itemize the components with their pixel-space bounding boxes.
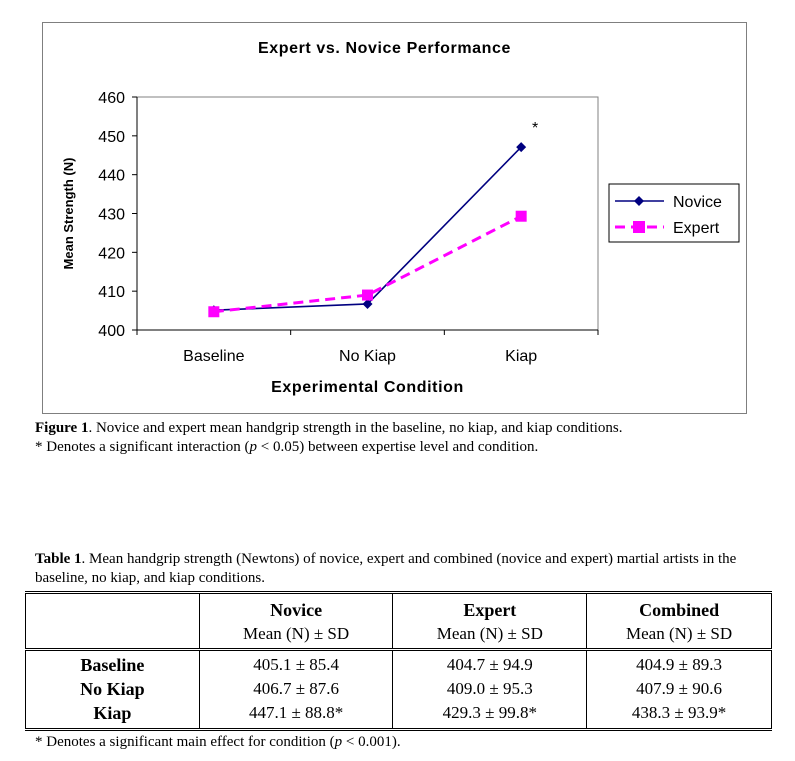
figure-caption-text: . Novice and expert mean handgrip streng… [88,420,623,436]
data-point-novice [516,142,527,153]
x-tick-label: Kiap [505,348,537,365]
table-row-label: No Kiap [25,677,200,701]
table-header-row: Novice Expert Combined [25,592,772,622]
legend-marker-novice [634,196,644,206]
table-row-label: Baseline [25,649,200,677]
y-tick-label: 440 [98,168,125,185]
table-subheader-row: Mean (N) ± SD Mean (N) ± SD Mean (N) ± S… [25,622,772,651]
series-line-expert [213,214,522,314]
table-cell: 429.3 ± 99.8* [392,701,588,730]
y-tick-label: 450 [98,129,125,146]
legend-label-novice: Novice [673,194,722,211]
table-cell: 438.3 ± 93.9* [586,701,772,730]
table-cell: 447.1 ± 88.8* [198,701,394,730]
table-note-p: p [334,734,343,750]
table-corner-sub [25,622,200,651]
table-caption: Table 1. Mean handgrip strength (Newtons… [35,550,775,588]
figure-caption-note: * Denotes a significant interaction (p <… [35,438,538,457]
table-row: Kiap 447.1 ± 88.8* 429.3 ± 99.8* 438.3 ±… [25,701,772,730]
legend-box [608,183,740,243]
table-note-prefix: * Denotes a significant main effect for … [35,734,335,750]
data-point-expert [362,289,373,301]
series-line-novice [213,146,522,311]
line-chart: Expert vs. Novice Performance 400 410 420 43… [61,40,740,396]
y-tick-label: 400 [98,323,125,340]
legend-label-expert: Expert [673,220,720,237]
x-axis-label: Experimental Condition [271,379,464,396]
figure-note-p: p [249,439,258,455]
table-row: No Kiap 406.7 ± 87.6 409.0 ± 95.3 407.9 … [25,677,772,701]
table-header-combined: Combined [586,592,772,622]
legend-marker-expert [633,221,645,233]
table-cell: 407.9 ± 90.6 [586,677,772,701]
table-cell: 406.7 ± 87.6 [198,677,394,701]
table-cell: 409.0 ± 95.3 [392,677,588,701]
chart-frame: Expert vs. Novice Performance 400 410 420 43… [42,22,747,414]
x-tick-label: Baseline [183,348,244,365]
data-point-expert [515,210,527,222]
y-tick-label: 420 [98,245,125,262]
table-subheader: Mean (N) ± SD [198,622,394,651]
table-note: * Denotes a significant main effect for … [35,733,401,752]
data-point-novice [362,298,373,309]
table-subheader: Mean (N) ± SD [392,622,588,651]
data-point-expert [208,306,220,318]
table-row-label: Kiap [25,701,200,730]
y-tick-label: 410 [98,284,125,301]
significance-marker: * [532,120,538,137]
figure-note-suffix: < 0.05) between expertise level and cond… [257,439,539,455]
figure-caption: Figure 1. Novice and expert mean handgri… [35,419,623,438]
data-table: Novice Expert Combined Mean (N) ± SD Mea… [25,591,772,731]
table-caption-label: Table 1 [35,551,82,567]
figure-note-prefix: * Denotes a significant interaction ( [35,439,250,455]
chart-title: Expert vs. Novice Performance [258,40,511,57]
x-tick-label: No Kiap [339,348,396,365]
y-tick-label: 430 [98,207,125,224]
table-row: Baseline 405.1 ± 85.4 404.7 ± 94.9 404.9… [25,649,772,677]
table-header-novice: Novice [198,592,394,622]
table-caption-text: . Mean handgrip strength (Newtons) of no… [35,551,737,586]
table-cell: 404.9 ± 89.3 [586,649,772,677]
y-axis-label: Mean Strength (N) [61,158,76,270]
table-cell: 405.1 ± 85.4 [198,649,394,677]
table-note-suffix: < 0.001). [342,734,401,750]
figure-caption-label: Figure 1 [35,420,89,436]
table-cell: 404.7 ± 94.9 [392,649,588,677]
table-subheader: Mean (N) ± SD [586,622,772,651]
table-corner [25,592,200,622]
y-tick-label: 460 [98,90,125,107]
table-header-expert: Expert [392,592,588,622]
